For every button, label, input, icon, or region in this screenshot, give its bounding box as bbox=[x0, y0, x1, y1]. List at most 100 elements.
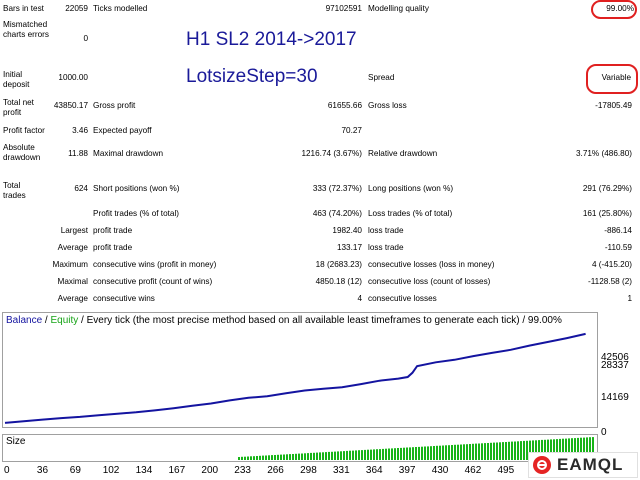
size-bar bbox=[568, 438, 570, 460]
size-bar bbox=[271, 455, 273, 460]
expected-payoff-value: 70.27 bbox=[341, 126, 363, 135]
title-sep: / bbox=[42, 315, 51, 326]
size-bar bbox=[397, 448, 399, 460]
size-bar bbox=[352, 450, 354, 460]
profit-factor-value: 3.46 bbox=[72, 126, 88, 135]
size-bar bbox=[484, 443, 486, 460]
size-bar bbox=[460, 444, 462, 460]
size-bar bbox=[481, 443, 483, 460]
size-bar bbox=[340, 451, 342, 460]
x-tick-label: 200 bbox=[201, 465, 219, 476]
x-tick-label: 233 bbox=[234, 465, 251, 476]
size-bar bbox=[457, 444, 459, 460]
size-bar bbox=[493, 442, 495, 460]
size-bar bbox=[577, 437, 579, 460]
eamql-logo: EAMQL bbox=[528, 452, 638, 478]
size-bar bbox=[277, 454, 279, 460]
size-bar bbox=[565, 438, 567, 460]
avg-cons-wins-label: consecutive wins bbox=[93, 294, 155, 303]
y-tick-2: 28337 bbox=[601, 360, 629, 371]
size-bar bbox=[382, 448, 384, 460]
size-bar bbox=[370, 449, 372, 460]
logo-text: EAMQL bbox=[557, 455, 624, 474]
max-cons-losses-label: consecutive losses (loss in money) bbox=[368, 260, 495, 269]
x-tick-label: 495 bbox=[497, 465, 515, 476]
size-bar bbox=[517, 441, 519, 460]
bars-in-test-value: 22059 bbox=[65, 4, 88, 13]
size-bar bbox=[427, 446, 429, 460]
balance-chart-title: Balance / Equity / Every tick (the most … bbox=[6, 315, 562, 326]
size-bar bbox=[304, 453, 306, 460]
overlay-title-line2: LotsizeStep=30 bbox=[186, 66, 318, 87]
test-report: Bars in test 22059 Ticks modelled 971025… bbox=[3, 0, 638, 303]
size-bar bbox=[529, 440, 531, 460]
total-net-profit-value: 43850.17 bbox=[53, 101, 88, 110]
size-bar bbox=[325, 452, 327, 460]
x-tick-label: 36 bbox=[36, 465, 49, 476]
size-bar bbox=[454, 444, 456, 460]
profit-factor-label: Profit factor bbox=[3, 126, 45, 135]
size-bar bbox=[313, 452, 315, 460]
avg-cons-losses-value: 1 bbox=[627, 294, 632, 303]
size-bar bbox=[307, 453, 309, 460]
size-bar bbox=[268, 455, 270, 460]
profit-trades-value: 463 (74.20%) bbox=[312, 209, 362, 218]
largest-profit-value: 1982.40 bbox=[332, 226, 362, 235]
size-bar bbox=[526, 440, 528, 460]
size-bar bbox=[403, 447, 405, 460]
size-bar bbox=[337, 451, 339, 460]
size-bar bbox=[316, 452, 318, 460]
size-bar bbox=[451, 445, 453, 460]
average-loss-value: -110.59 bbox=[604, 243, 632, 252]
size-chart bbox=[238, 437, 594, 460]
avg-cons-losses-label: consecutive losses bbox=[368, 294, 437, 303]
initial-deposit-value: 1000.00 bbox=[58, 73, 88, 82]
balance-legend: Balance bbox=[6, 315, 43, 326]
size-bar bbox=[364, 449, 366, 460]
size-bar bbox=[373, 449, 375, 460]
size-bar bbox=[556, 439, 558, 460]
size-bar bbox=[541, 439, 543, 460]
size-bar bbox=[448, 445, 450, 460]
loss-trades-label: Loss trades (% of total) bbox=[368, 209, 453, 218]
size-bar bbox=[466, 444, 468, 460]
loss-trades-value: 161 (25.80%) bbox=[582, 209, 632, 218]
size-bar bbox=[319, 452, 321, 460]
maximal-cons-profit-value: 4850.18 (12) bbox=[315, 277, 362, 286]
total-net-profit-label: Total net profit bbox=[3, 98, 34, 117]
average-profit-value: 133.17 bbox=[336, 243, 362, 252]
size-bar bbox=[292, 454, 294, 460]
maximal-cons-loss-label: consecutive loss (count of losses) bbox=[368, 277, 491, 286]
size-bar bbox=[310, 452, 312, 460]
gross-profit-label: Gross profit bbox=[93, 101, 136, 110]
size-bar bbox=[295, 453, 297, 460]
size-bar bbox=[499, 442, 501, 460]
gross-loss-value: -17805.49 bbox=[595, 101, 632, 110]
x-tick-label: 462 bbox=[464, 465, 482, 476]
size-bar bbox=[463, 444, 465, 460]
size-bar bbox=[241, 456, 243, 460]
size-bar bbox=[592, 437, 594, 460]
size-bar bbox=[535, 440, 537, 460]
size-bar bbox=[361, 450, 363, 460]
x-tick-label: 331 bbox=[333, 465, 350, 476]
size-bar bbox=[367, 449, 369, 460]
size-bar bbox=[274, 455, 276, 460]
x-tick-label: 167 bbox=[168, 465, 186, 476]
size-bar bbox=[280, 454, 282, 460]
balance-chart-panel: Balance / Equity / Every tick (the most … bbox=[2, 312, 598, 428]
overlay-title-line1: H1 SL2 2014->2017 bbox=[186, 29, 357, 50]
max-cons-wins-value: 18 (2683.23) bbox=[315, 260, 362, 269]
largest-label: Largest bbox=[60, 226, 88, 235]
size-bar bbox=[265, 455, 267, 460]
modelling-quality-label: Modelling quality bbox=[368, 4, 429, 13]
largest-profit-label: profit trade bbox=[93, 226, 133, 235]
total-trades-label: Total trades bbox=[3, 181, 26, 200]
size-bar bbox=[346, 450, 348, 460]
size-bar bbox=[343, 451, 345, 460]
balance-chart bbox=[4, 332, 586, 424]
size-bar bbox=[523, 440, 525, 460]
size-bar bbox=[286, 454, 288, 460]
average2-label: Average bbox=[57, 294, 88, 303]
size-bar bbox=[562, 438, 564, 460]
